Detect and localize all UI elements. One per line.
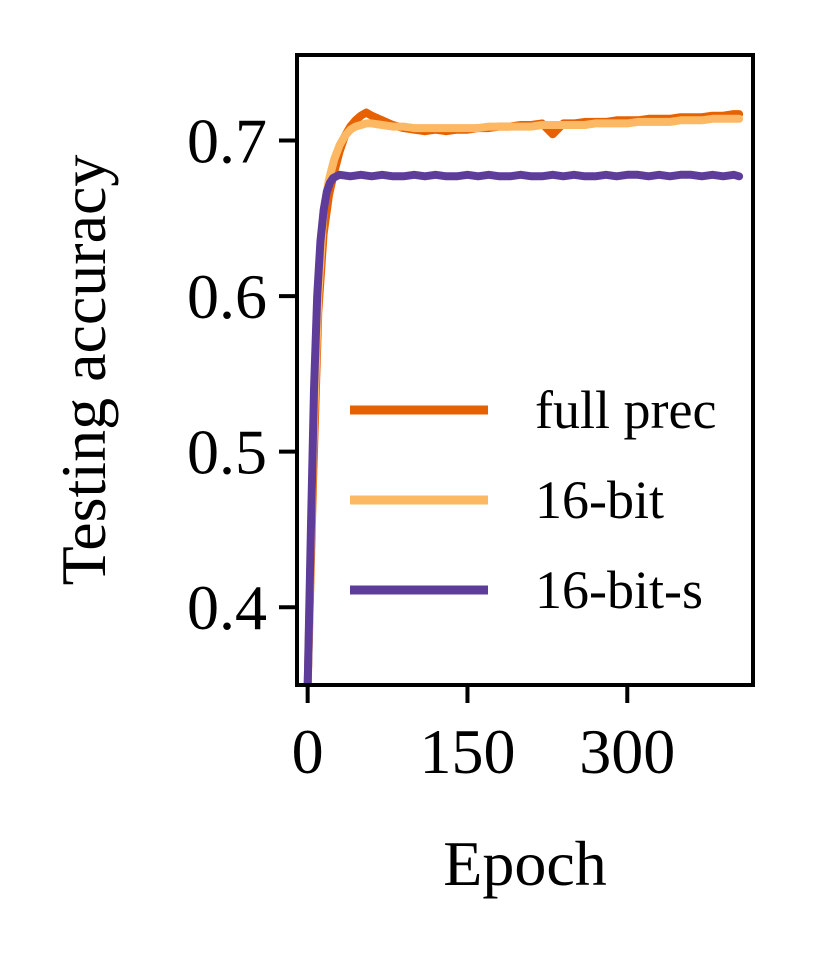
y-tick-label-0.4: 0.4 (187, 572, 267, 643)
x-tick-label-300: 300 (579, 716, 675, 787)
series-layer (303, 108, 744, 685)
series-line-16-bit-s (303, 170, 744, 685)
y-tick-label-0.5: 0.5 (187, 417, 267, 488)
y-axis-label: Testing accuracy (48, 155, 119, 586)
x-tick-label-150: 150 (419, 716, 515, 787)
ticks-layer: 0 150 300 0.4 0.5 0.6 0.7 (187, 106, 675, 787)
legend-label-full-prec: full prec (535, 380, 716, 440)
plot-frame (295, 53, 755, 687)
legend-label-16-bit: 16-bit (535, 470, 664, 530)
y-tick-label-0.6: 0.6 (187, 261, 267, 332)
x-tick-label-0: 0 (292, 716, 324, 787)
legend: full prec 16-bit 16-bit-s (350, 380, 716, 620)
x-axis-label: Epoch (443, 828, 607, 899)
legend-label-16-bit-s: 16-bit-s (535, 560, 703, 620)
y-tick-label-0.7: 0.7 (187, 106, 267, 177)
series-line-16-bit (303, 114, 744, 685)
